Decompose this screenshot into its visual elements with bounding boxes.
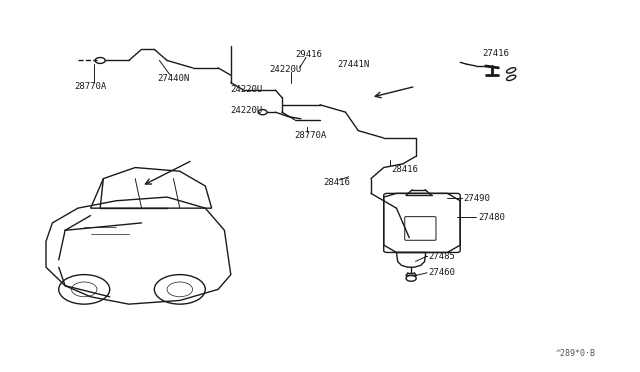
Text: 27485: 27485	[428, 251, 455, 261]
Text: 27460: 27460	[428, 268, 455, 277]
Text: 28416: 28416	[392, 165, 419, 174]
Text: 24220U: 24220U	[231, 106, 263, 115]
Text: 28770A: 28770A	[75, 82, 107, 91]
Text: 27480: 27480	[478, 213, 505, 222]
Text: 27441N: 27441N	[337, 60, 369, 69]
Text: ^289*0·B: ^289*0·B	[556, 350, 596, 359]
Text: 27416: 27416	[483, 49, 509, 58]
Text: 24220U: 24220U	[269, 65, 301, 74]
Text: 27490: 27490	[463, 194, 490, 203]
Text: 29416: 29416	[296, 50, 323, 59]
Text: 28770A: 28770A	[294, 131, 327, 140]
Text: 28416: 28416	[323, 178, 350, 187]
Text: 24220U: 24220U	[231, 85, 263, 94]
Text: 27440N: 27440N	[157, 74, 189, 83]
